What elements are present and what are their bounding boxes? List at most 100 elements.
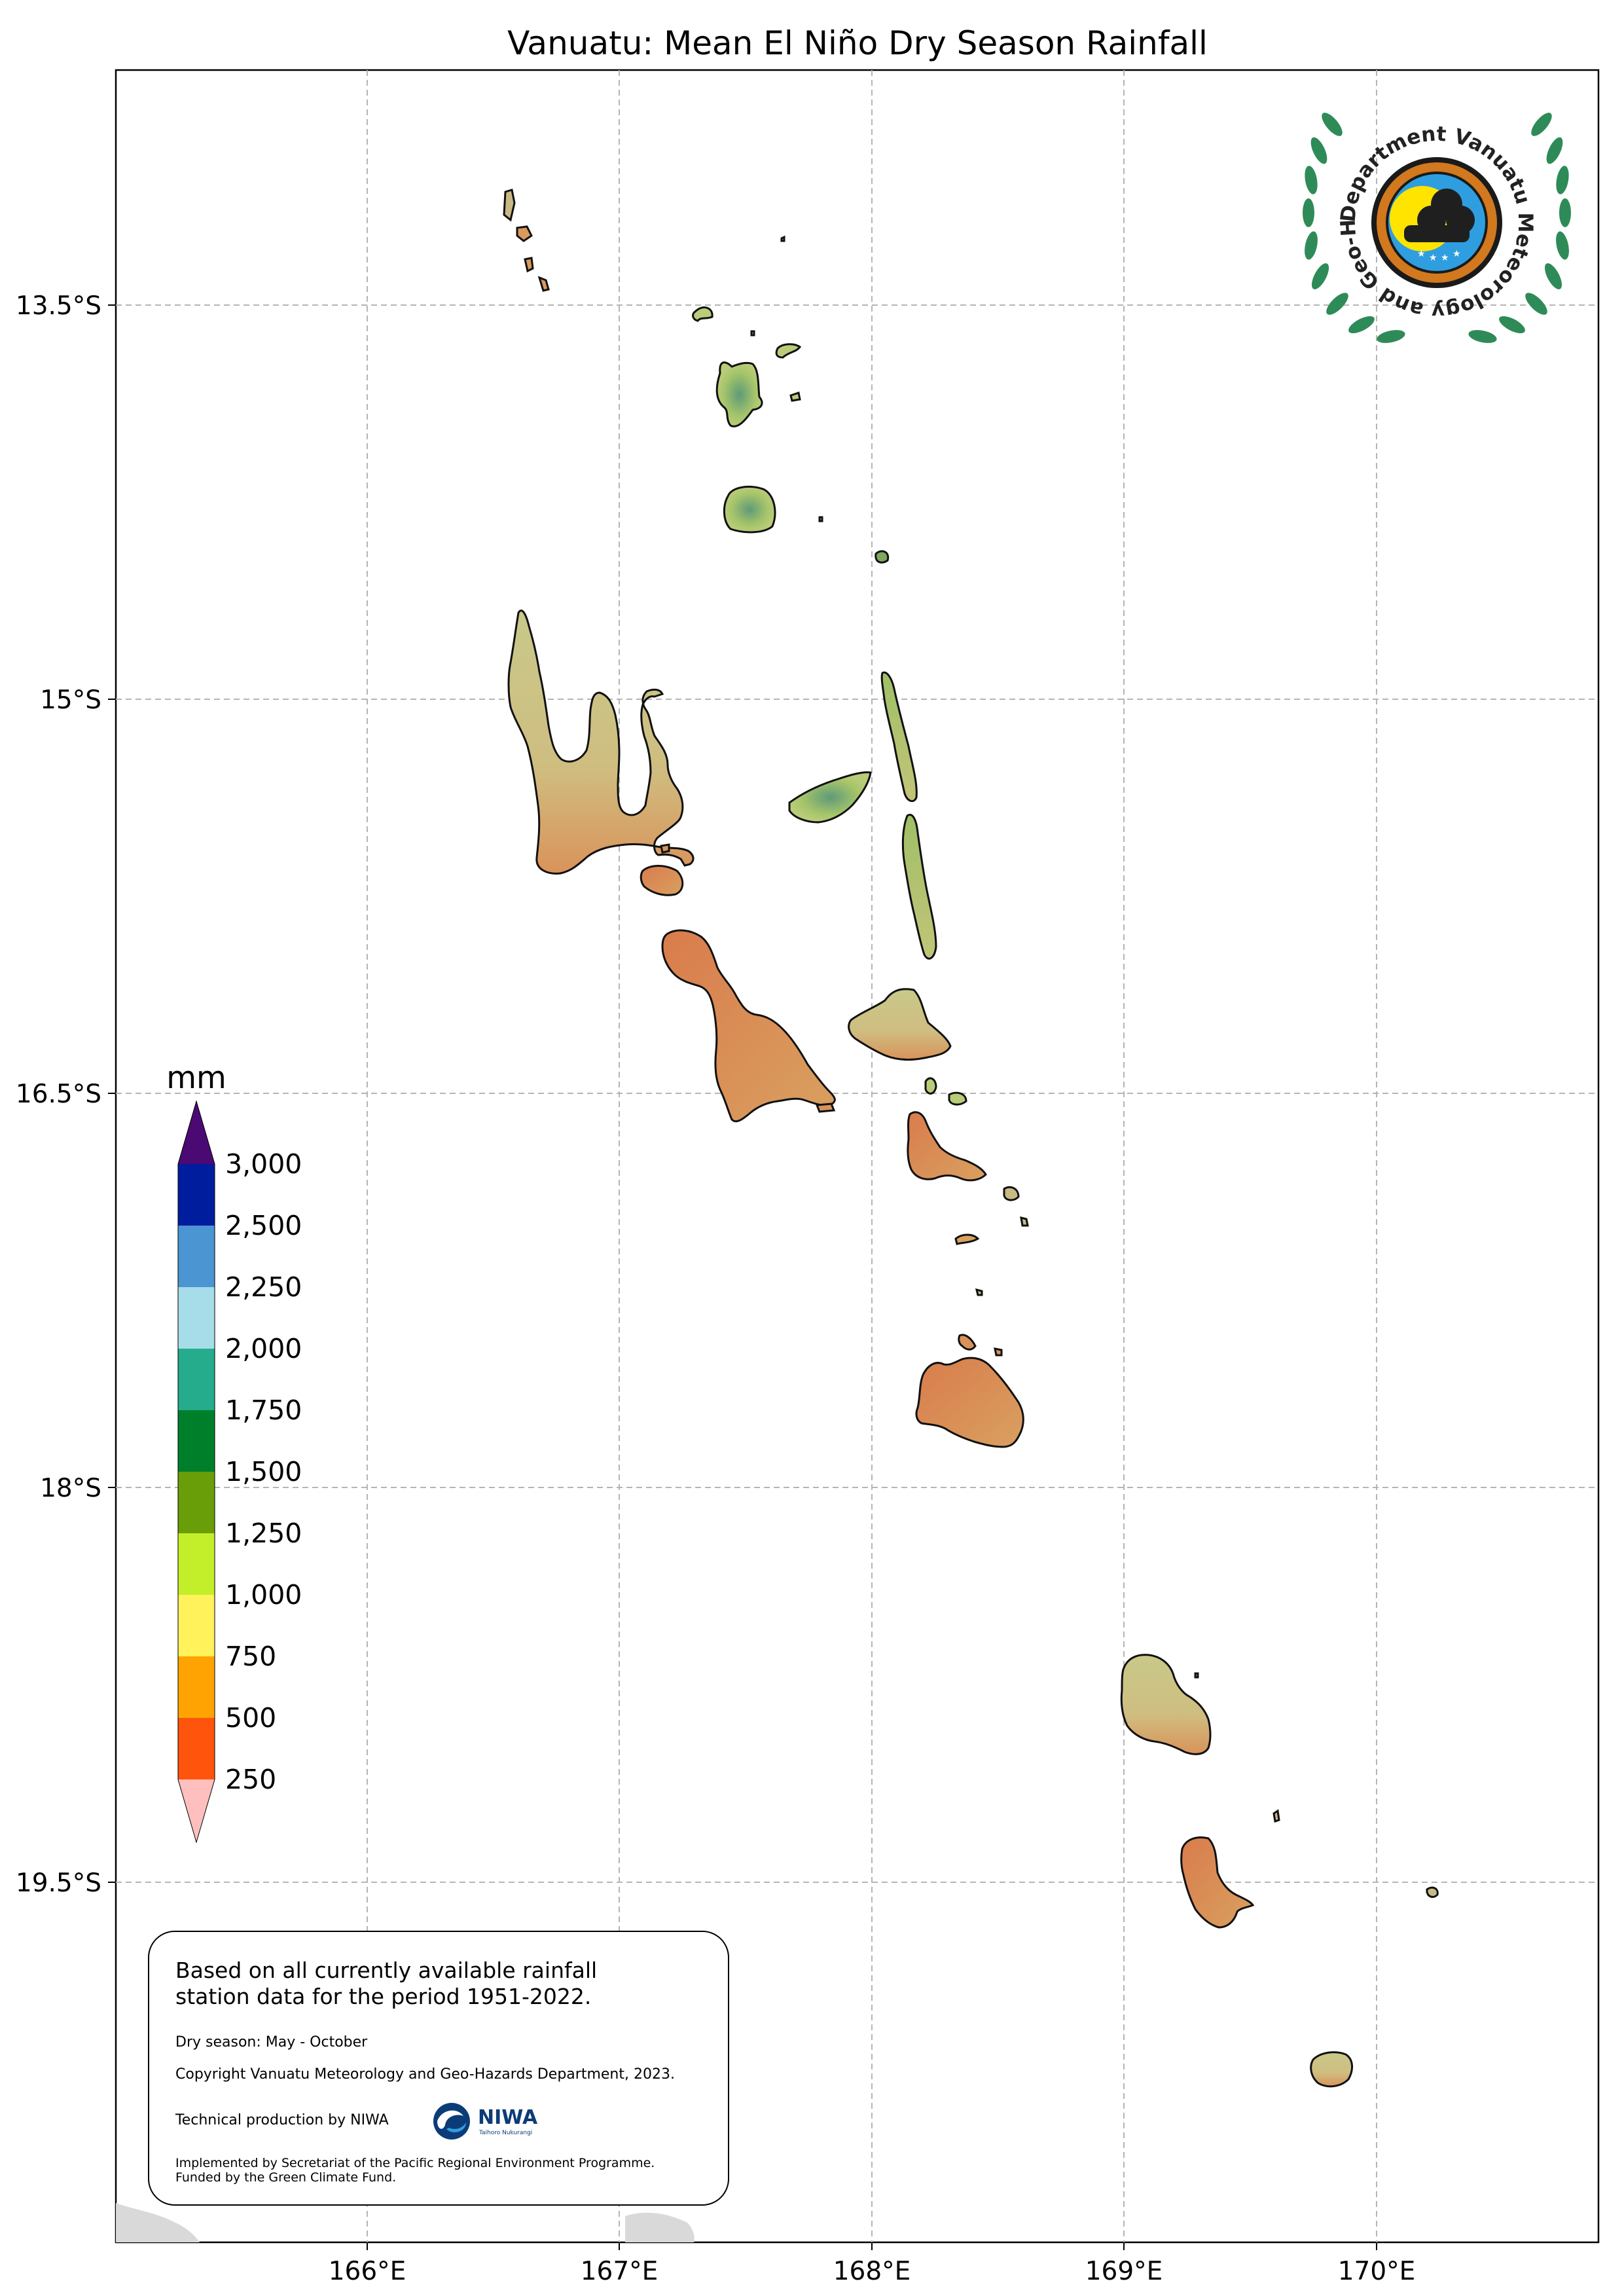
colorbar: mm 3,000 2,500 2,250 2,000 1,750 1,500 1,250 1,… [166,1060,302,1844]
cloud-icon [1404,189,1475,242]
stars-icon: ★ ★ ★ ★ [1417,249,1461,263]
island-erromango-dot [1194,1672,1199,1679]
lat-tick-15: 15°S [40,685,101,715]
colorbar-label: 1,500 [225,1456,302,1487]
note-technical: Technical production by NIWA [175,2112,389,2128]
lat-tick-13-5: 13.5°S [16,291,101,321]
map-frame [115,69,1600,2244]
lat-tick-16-5: 16.5°S [16,1080,101,1109]
island-torres-4 [537,276,550,292]
colorbar-outline [177,1100,215,1844]
note-box: Based on all currently available rainfal… [148,1931,729,2206]
note-line1: Based on all currently available rainfal… [175,1958,597,1983]
lat-tick-19-5: 19.5°S [16,1868,101,1898]
colorbar-segment [178,1718,215,1780]
svg-text:★: ★ [1417,249,1426,259]
laurel-wreath-icon [1303,113,1571,343]
island-futuna [1426,1886,1439,1898]
lon-tick-166: 166°E [329,2257,406,2286]
lat-tick-18: 18°S [40,1474,101,1503]
island-pentecost [901,814,937,960]
island-lopevi [948,1091,967,1106]
island-efate [915,1357,1024,1448]
island-malekula-south-tip [815,1102,836,1113]
map-title: Vanuatu: Mean El Niño Dry Season Rainfal… [507,24,1208,62]
island-aneityum [1310,2051,1353,2088]
colorbar-label: 1,750 [225,1394,302,1426]
island-epi [907,1111,987,1182]
island-dot-2 [750,330,755,337]
island-malo [640,865,684,896]
island-ambae [788,771,872,824]
niwa-logo-text: NIWA [478,2106,538,2129]
lat-tick-labels: 13.5°S 15°S 16.5°S 18°S 19.5°S [16,291,116,1898]
note-line2: station data for the period 1951-2022. [175,1984,591,2009]
lon-tick-labels: 166°E 167°E 168°E 169°E 170°E [329,2242,1416,2286]
colorbar-label: 1,250 [225,1518,302,1549]
islands [503,189,1439,2088]
note-copyright: Copyright Vanuatu Meteorology and Geo-Ha… [175,2066,675,2083]
lon-tick-168: 168°E [833,2257,911,2286]
niwa-tagline: Taihoro Nukurangi [478,2130,532,2136]
note-implemented2: Funded by the Green Climate Fund. [175,2170,396,2185]
island-torres-2 [516,225,533,242]
svg-text:★: ★ [1453,249,1461,259]
lon-tick-167: 167°E [581,2257,659,2286]
island-aniwa [1272,1809,1280,1823]
island-tongariki [1020,1216,1029,1227]
island-torres-1 [503,189,516,222]
island-erromango [1120,1654,1212,1755]
colorbar-segment [178,1472,215,1534]
island-paama [924,1077,937,1095]
colorbar-segment [178,1226,215,1288]
colorbar-label: 3,000 [225,1148,302,1180]
island-malekula [661,929,836,1123]
colorbar-label: 2,500 [225,1210,302,1241]
lon-gridlines [367,70,1377,2242]
colorbar-segment [178,1656,215,1719]
colorbar-label: 2,000 [225,1333,302,1364]
neighbour-land-mid [625,2212,695,2242]
colorbar-segment [178,1287,215,1349]
island-dot-3 [818,516,823,522]
island-mota-lava [775,343,802,359]
island-mota [789,392,801,402]
colorbar-segment [178,1349,215,1411]
island-emae [954,1233,980,1245]
neighbour-land-left [116,2203,200,2242]
colorbar-segments [177,1100,215,1844]
island-tanna [1180,1836,1255,1929]
lat-gridlines [116,304,1598,1883]
lon-tick-170: 170°E [1338,2257,1416,2286]
island-gaua [723,485,776,534]
svg-text:★: ★ [1429,253,1437,263]
island-vanua-lava [715,361,763,428]
island-emao [994,1347,1003,1357]
lon-tick-169: 169°E [1085,2257,1163,2286]
colorbar-label: 500 [225,1702,276,1734]
island-merelava [875,550,890,564]
colorbar-extend-min [178,1779,215,1842]
colorbar-unit: mm [166,1060,226,1096]
island-torres-3 [524,257,534,273]
niwa-logo: NIWA Taihoro Nukurangi [433,2103,538,2140]
svg-text:★: ★ [1441,253,1449,263]
island-nguna [958,1334,977,1351]
colorbar-segment [178,1533,215,1595]
colorbar-labels: 3,000 2,500 2,250 2,000 1,750 1,500 1,250 1,000… [225,1148,302,1795]
island-tongoa [1003,1186,1020,1201]
colorbar-segment [178,1595,215,1657]
island-espiritu-santo [507,610,695,875]
island-ambrym [848,988,952,1061]
colorbar-segment [178,1164,215,1226]
colorbar-segment [178,1410,215,1472]
colorbar-label: 1,000 [225,1579,302,1611]
island-ureparapara [692,306,713,322]
note-implemented1: Implemented by Secretariat of the Pacifi… [175,2156,655,2170]
island-aore [660,843,670,854]
colorbar-label: 750 [225,1641,276,1672]
island-maewo [880,671,918,803]
colorbar-label: 2,250 [225,1271,302,1303]
colorbar-extend-max [178,1101,215,1164]
island-makura [975,1288,983,1296]
